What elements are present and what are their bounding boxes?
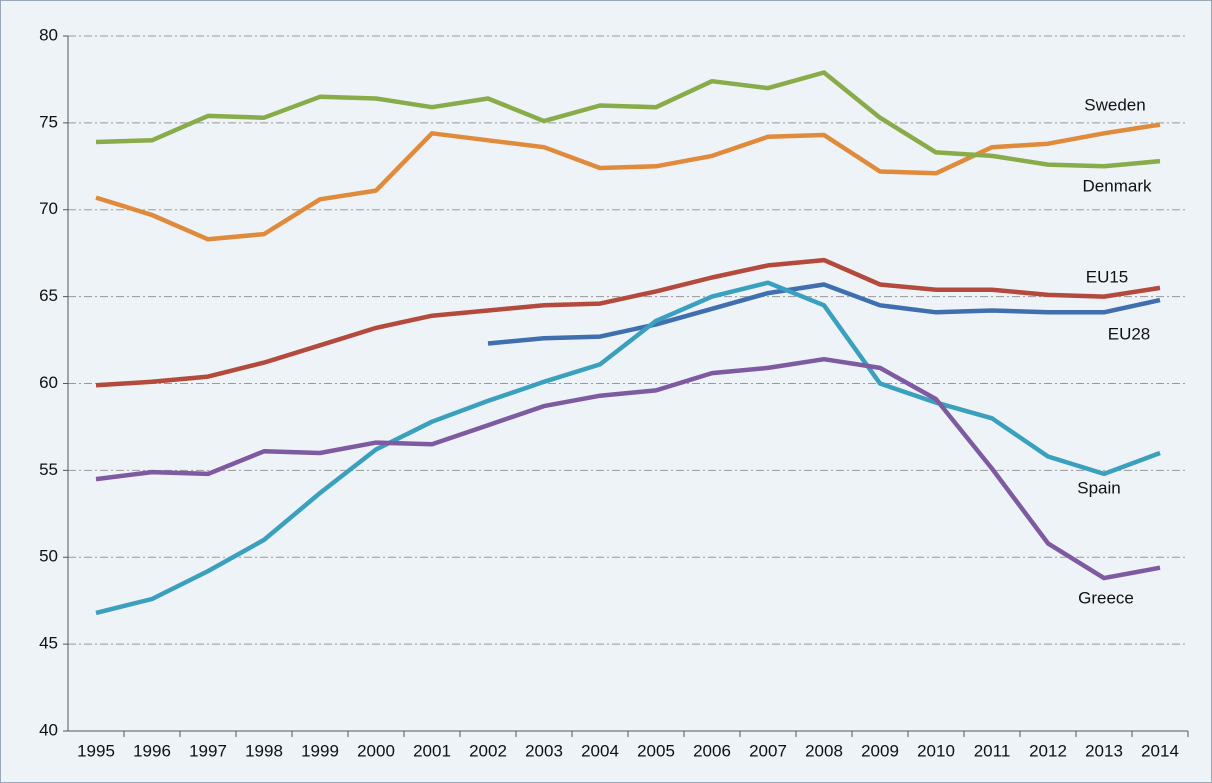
series-label: EU15 [1086,267,1129,286]
x-tick-label: 2008 [805,741,843,760]
y-tick-label: 40 [39,720,58,739]
x-tick-label: 2009 [861,741,899,760]
x-tick-label: 2013 [1085,741,1123,760]
series-line [95,122,1161,242]
series-label: EU28 [1108,324,1151,343]
x-tick-label: 2010 [917,741,955,760]
series-label: Greece [1078,588,1134,607]
x-tick-label: 1998 [245,741,283,760]
x-tick-label: 2000 [357,741,395,760]
x-tick-label: 2002 [469,741,507,760]
x-tick-label: 2004 [581,741,619,760]
x-tick-label: 2012 [1029,741,1067,760]
y-tick-label: 70 [39,199,58,218]
x-tick-label: 1997 [189,741,227,760]
x-tick-label: 2005 [637,741,675,760]
series-line [95,356,1161,581]
x-tick-label: 1999 [301,741,339,760]
series-line [95,280,1161,616]
y-tick-label: 55 [39,460,58,479]
series-label: Sweden [1084,95,1145,114]
series-label: Denmark [1083,176,1152,195]
x-tick-label: 2007 [749,741,787,760]
x-tick-label: 2006 [693,741,731,760]
series-line [95,70,1161,169]
x-tick-label: 2014 [1141,741,1179,760]
x-tick-label: 2011 [974,741,1011,760]
x-tick-label: 1995 [77,741,115,760]
x-tick-label: 2001 [413,741,451,760]
y-tick-label: 60 [39,373,58,392]
series-line [487,282,1161,346]
y-tick-label: 45 [39,634,58,653]
x-tick-label: 1996 [133,741,171,760]
y-tick-label: 50 [39,547,58,566]
series-line [95,257,1161,388]
x-tick-label: 2003 [525,741,563,760]
y-tick-label: 80 [39,25,58,44]
y-tick-label: 65 [39,286,58,305]
y-tick-label: 75 [39,112,58,131]
series-label: Spain [1077,478,1120,497]
